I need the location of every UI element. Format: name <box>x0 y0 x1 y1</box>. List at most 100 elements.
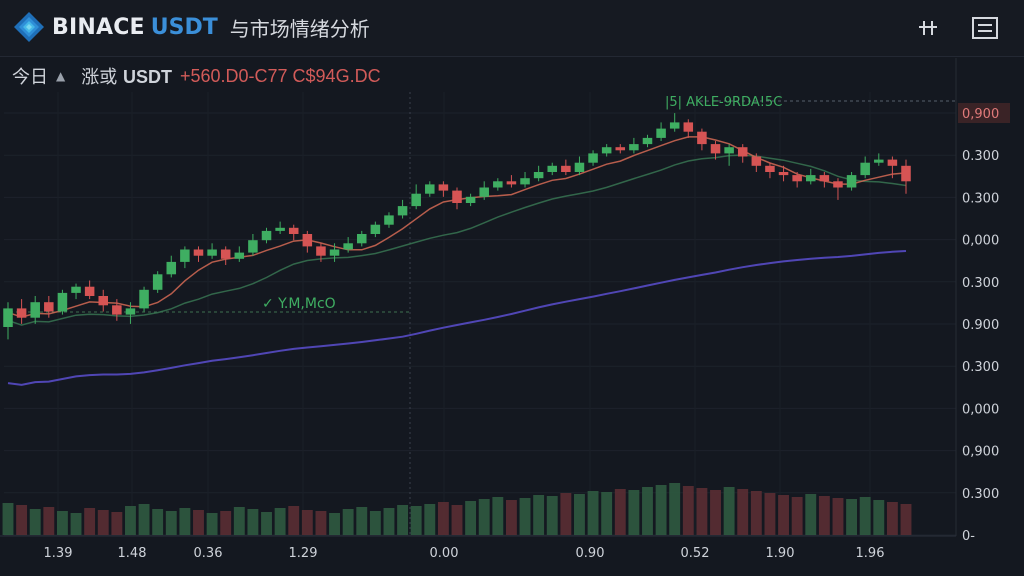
candle <box>669 113 680 132</box>
candle <box>98 289 109 312</box>
volume-bar <box>873 500 885 535</box>
candle-body <box>139 289 149 309</box>
candle-body <box>520 178 530 185</box>
pair-prefix: 涨或 <box>81 67 118 88</box>
candle-body <box>874 159 884 163</box>
candle <box>207 243 217 259</box>
candle <box>57 289 68 315</box>
menu-icon[interactable] <box>970 14 1000 42</box>
grid-icon[interactable] <box>913 14 943 42</box>
highlighted-price-tag <box>958 103 1010 123</box>
price-tick-label: 0.300 <box>962 149 999 164</box>
candle <box>887 156 898 179</box>
volume-bar <box>764 493 776 535</box>
time-tick-label: 1.39 <box>44 546 73 561</box>
candle-body <box>901 165 911 182</box>
candle <box>683 119 694 138</box>
volume-bar <box>886 502 898 535</box>
volume-bar <box>750 491 762 535</box>
candle <box>193 246 204 262</box>
candle-body <box>737 147 748 157</box>
volume-bar <box>465 501 477 535</box>
volume-bar <box>669 483 681 535</box>
candle <box>629 137 639 154</box>
candle-body <box>778 172 789 176</box>
candle <box>275 221 285 234</box>
page-subtitle: 与市场情绪分析 <box>229 16 370 41</box>
candle-body <box>561 165 571 172</box>
time-tick-label: 1.29 <box>289 546 318 561</box>
volume-bar <box>397 505 409 535</box>
candle <box>778 165 789 182</box>
volume-bar <box>97 510 109 535</box>
candle <box>819 172 830 188</box>
price-tick-label: 0,000 <box>962 402 999 417</box>
volume-bar <box>233 507 245 535</box>
candle-body <box>248 240 258 253</box>
volume-bar <box>165 511 177 535</box>
candle-body <box>384 215 394 225</box>
candle-body <box>697 131 707 145</box>
candle <box>166 255 177 278</box>
candle <box>506 175 517 188</box>
candle-body <box>30 302 40 318</box>
brand-name: BINACE <box>52 14 145 40</box>
candle <box>384 212 394 228</box>
price-tick-label: 0,900 <box>962 445 999 460</box>
candle <box>615 144 626 154</box>
candle-body <box>547 165 558 172</box>
candle <box>547 162 558 176</box>
price-values: +560.D0-C77 C$94G.DC <box>179 65 381 86</box>
volume-bar <box>29 509 41 535</box>
annotation-mid-label: ✓ Y.M,McO <box>262 296 336 312</box>
candle <box>493 178 503 191</box>
timeframe-selector[interactable]: 今日 <box>12 67 48 88</box>
dropdown-arrow-icon[interactable]: ▲ <box>56 69 66 83</box>
pair-label: 涨或 USDT <box>81 63 172 89</box>
volume-bar <box>356 507 368 535</box>
time-tick-label: 1.90 <box>766 546 795 561</box>
candle <box>656 122 666 141</box>
candle <box>248 234 258 256</box>
candle-body <box>411 193 421 207</box>
candle-body <box>669 122 680 129</box>
candle <box>792 172 802 188</box>
candle-body <box>588 153 598 163</box>
candle <box>220 246 231 265</box>
candle-body <box>44 302 54 312</box>
candle-body <box>329 249 340 256</box>
volume-bar <box>791 497 803 535</box>
volume-bar <box>43 507 55 535</box>
candle <box>112 299 122 321</box>
volume-bar <box>138 504 150 535</box>
candle <box>846 172 857 191</box>
candle <box>3 302 13 340</box>
candle <box>16 299 27 324</box>
volume-bar <box>315 511 327 535</box>
time-tick-label: 0.90 <box>576 546 605 561</box>
candle-body <box>3 308 13 327</box>
candle <box>874 153 884 166</box>
candle-body <box>479 187 489 197</box>
volume-bar <box>778 495 789 535</box>
candle <box>302 230 313 253</box>
volume-bar <box>274 508 286 535</box>
volume-bar <box>601 492 613 535</box>
volume-bar <box>859 497 871 535</box>
candle-body <box>724 147 734 154</box>
volume-bar <box>628 490 640 535</box>
candle-body <box>84 286 95 296</box>
time-tick-label: 1.48 <box>118 546 147 561</box>
candle <box>411 184 421 210</box>
price-summary: 今日 ▲ 涨或 USDT +560.D0-C77 C$94G.DC <box>12 63 381 89</box>
volume-bar <box>723 487 735 535</box>
candle-body <box>302 234 313 247</box>
candle <box>901 159 911 194</box>
candle <box>642 134 653 148</box>
volume-bars <box>2 483 912 535</box>
candle-body <box>16 308 27 318</box>
candle-body <box>846 175 857 188</box>
volume-bar <box>846 499 858 535</box>
brand[interactable]: BINACE USDT 与市场情绪分析 <box>12 10 370 44</box>
